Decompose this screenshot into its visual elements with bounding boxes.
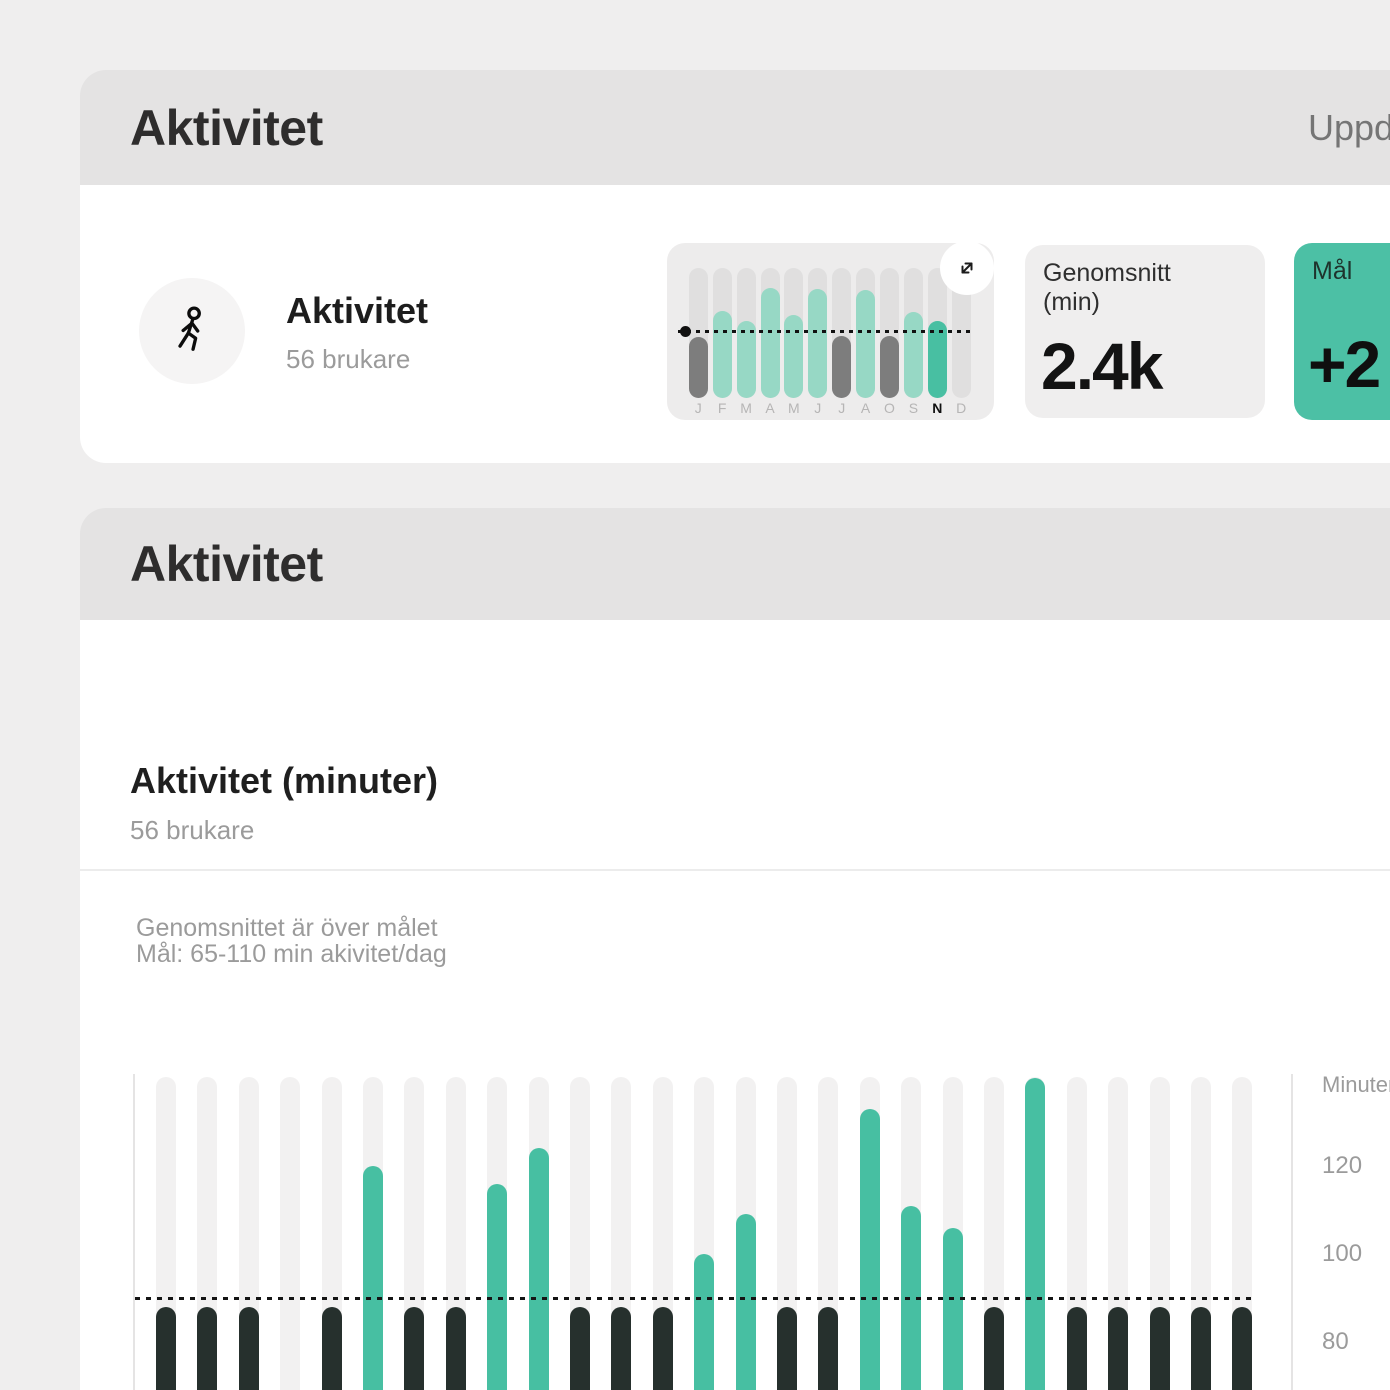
chart-bar: [942, 1227, 963, 1390]
goal-status-note: Genomsnittet är över målet: [136, 914, 438, 942]
mini-chart-bar: [784, 314, 804, 398]
chart-bar: [197, 1306, 218, 1390]
activity-avatar: [139, 278, 245, 384]
chart-bar: [1232, 1306, 1253, 1390]
average-stat-card: Genomsnitt (min) 2.4k: [1025, 245, 1265, 418]
chart-bar: [735, 1214, 756, 1390]
mini-chart-bar: [903, 312, 923, 398]
chart-bar: [611, 1306, 632, 1390]
mini-chart-bar: [688, 336, 708, 398]
mini-chart-bar: [856, 290, 876, 398]
metric-title: Aktivitet: [286, 290, 429, 331]
mini-chart-bar: [736, 321, 756, 398]
chart-bar: [404, 1306, 425, 1390]
mini-chart-bar: [832, 335, 852, 398]
y-axis-title: Minuter: [1322, 1072, 1390, 1097]
mini-chart-bar: [760, 287, 780, 398]
chart-bar: [1025, 1078, 1046, 1390]
walking-person-icon: [178, 306, 201, 351]
goal-stat-value: +2: [1308, 327, 1381, 401]
average-label-line2: (min): [1043, 288, 1100, 316]
chart-bar: [652, 1306, 673, 1390]
chart-bar: [1149, 1306, 1170, 1390]
chart-bar: [818, 1306, 839, 1390]
y-axis-tick: 80: [1322, 1328, 1349, 1355]
average-label-line1: Genomsnitt: [1043, 259, 1171, 287]
month-label: O: [884, 400, 895, 416]
mini-chart-track: [951, 268, 971, 398]
chart-bar: [570, 1306, 590, 1390]
chart-bar: [156, 1306, 176, 1390]
chart-bar: [321, 1306, 342, 1390]
activity-detail-card: Aktivitet Aktivitet (minuter) 56 brukare…: [80, 508, 1390, 1390]
month-label: M: [740, 400, 752, 416]
goal-line: [135, 1296, 1257, 1300]
chart-bar: [363, 1166, 383, 1390]
goal-stat-label: Mål: [1312, 257, 1353, 285]
card-title: Aktivitet: [130, 99, 323, 156]
updated-label[interactable]: Uppda: [1308, 106, 1390, 148]
activity-detail-body: Aktivitet (minuter) 56 brukare Genomsnit…: [80, 620, 1390, 1390]
month-label: J: [814, 400, 822, 416]
average-stat-label: Genomsnitt (min): [1043, 259, 1171, 317]
month-label: S: [908, 400, 919, 416]
chart-bar: [1108, 1306, 1129, 1390]
goal-stat-card: Mål +2: [1294, 243, 1390, 420]
month-label: A: [860, 400, 871, 416]
chart-bar: [487, 1183, 508, 1390]
month-label: J: [838, 400, 846, 416]
month-label: F: [717, 400, 727, 416]
mini-chart-bar: [927, 321, 947, 398]
month-label: J: [694, 400, 702, 416]
average-stat-value: 2.4k: [1041, 329, 1163, 403]
chart-bar: [238, 1306, 259, 1390]
mini-goal-line: [678, 326, 972, 337]
chart-bar: [777, 1306, 797, 1390]
section-subtitle: 56 brukare: [130, 815, 255, 845]
month-label: D: [956, 400, 967, 416]
section-title: Aktivitet (minuter): [130, 760, 439, 801]
card-title: Aktivitet: [130, 536, 323, 592]
month-label: M: [788, 400, 800, 416]
activity-summary-header: Aktivitet Uppda: [80, 70, 1390, 185]
y-axis-tick: 120: [1322, 1152, 1363, 1179]
month-label: A: [765, 400, 775, 416]
expand-icon: [961, 262, 973, 274]
chart-bar: [984, 1306, 1004, 1390]
activity-summary-card: Aktivitet Uppda Aktivitet 56 brukare: [80, 70, 1390, 463]
goal-line-dot: [680, 326, 691, 337]
month-label: N: [932, 400, 943, 416]
chart-bar: [1066, 1306, 1087, 1390]
expand-button[interactable]: [940, 241, 994, 295]
y-axis-tick: 100: [1322, 1240, 1363, 1267]
mini-chart-bar: [808, 288, 828, 398]
activity-detail-header: Aktivitet: [80, 508, 1390, 620]
chart-bar: [694, 1254, 715, 1390]
chart-bar: [528, 1148, 549, 1390]
metric-subtitle: 56 brukare: [286, 344, 411, 374]
y-axis-line-left: [133, 1074, 135, 1390]
y-axis-line-right: [1291, 1074, 1293, 1390]
goal-range-note: Mål: 65-110 min akivitet/dag: [136, 940, 447, 968]
chart-bar: [859, 1108, 880, 1390]
mini-chart-bar: [880, 335, 899, 398]
chart-track: [280, 1077, 301, 1390]
divider: [80, 869, 1390, 871]
chart-bar: [445, 1306, 466, 1390]
activity-bar-chart: Minuter 1201008060: [133, 1070, 1390, 1390]
chart-bar: [1191, 1306, 1211, 1390]
mini-chart-bar: [712, 310, 732, 398]
